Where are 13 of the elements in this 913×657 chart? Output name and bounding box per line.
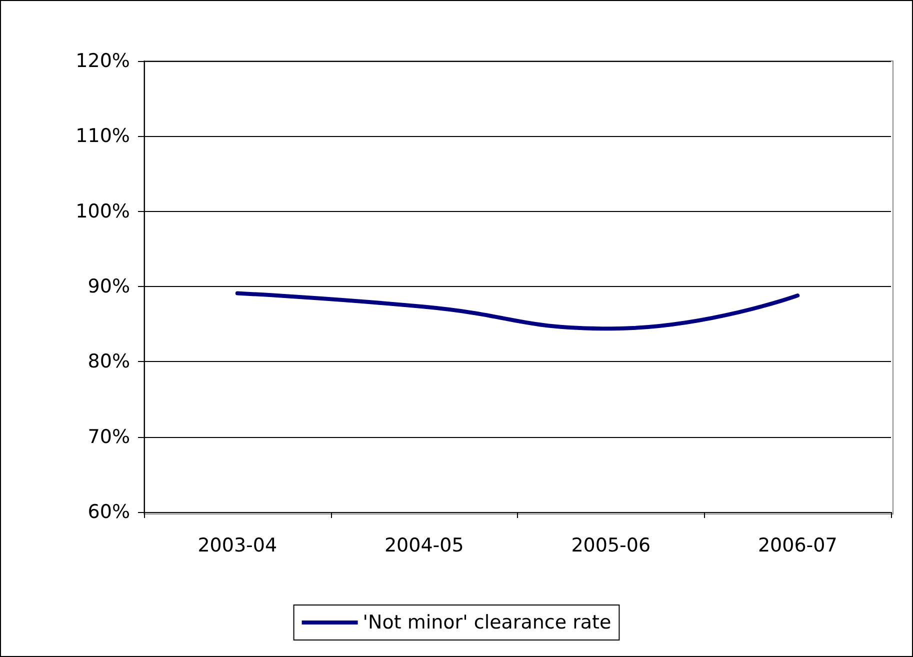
y-tick-label: 110% bbox=[76, 125, 130, 148]
legend-label: 'Not minor' clearance rate bbox=[362, 612, 612, 634]
y-tick-label: 60% bbox=[88, 501, 130, 523]
x-tick-label: 2006-07 bbox=[758, 534, 838, 556]
y-tick-label: 90% bbox=[88, 276, 130, 298]
y-tick-label: 120% bbox=[76, 50, 130, 72]
line-series bbox=[235, 291, 800, 331]
x-tick-label: 2005-06 bbox=[571, 534, 651, 556]
y-tick-label: 100% bbox=[76, 200, 130, 222]
x-tick-label: 2004-05 bbox=[384, 534, 464, 556]
y-tick-label: 70% bbox=[88, 426, 130, 448]
x-tick-label: 2003-04 bbox=[198, 534, 278, 556]
y-tick-label: 80% bbox=[88, 350, 130, 373]
